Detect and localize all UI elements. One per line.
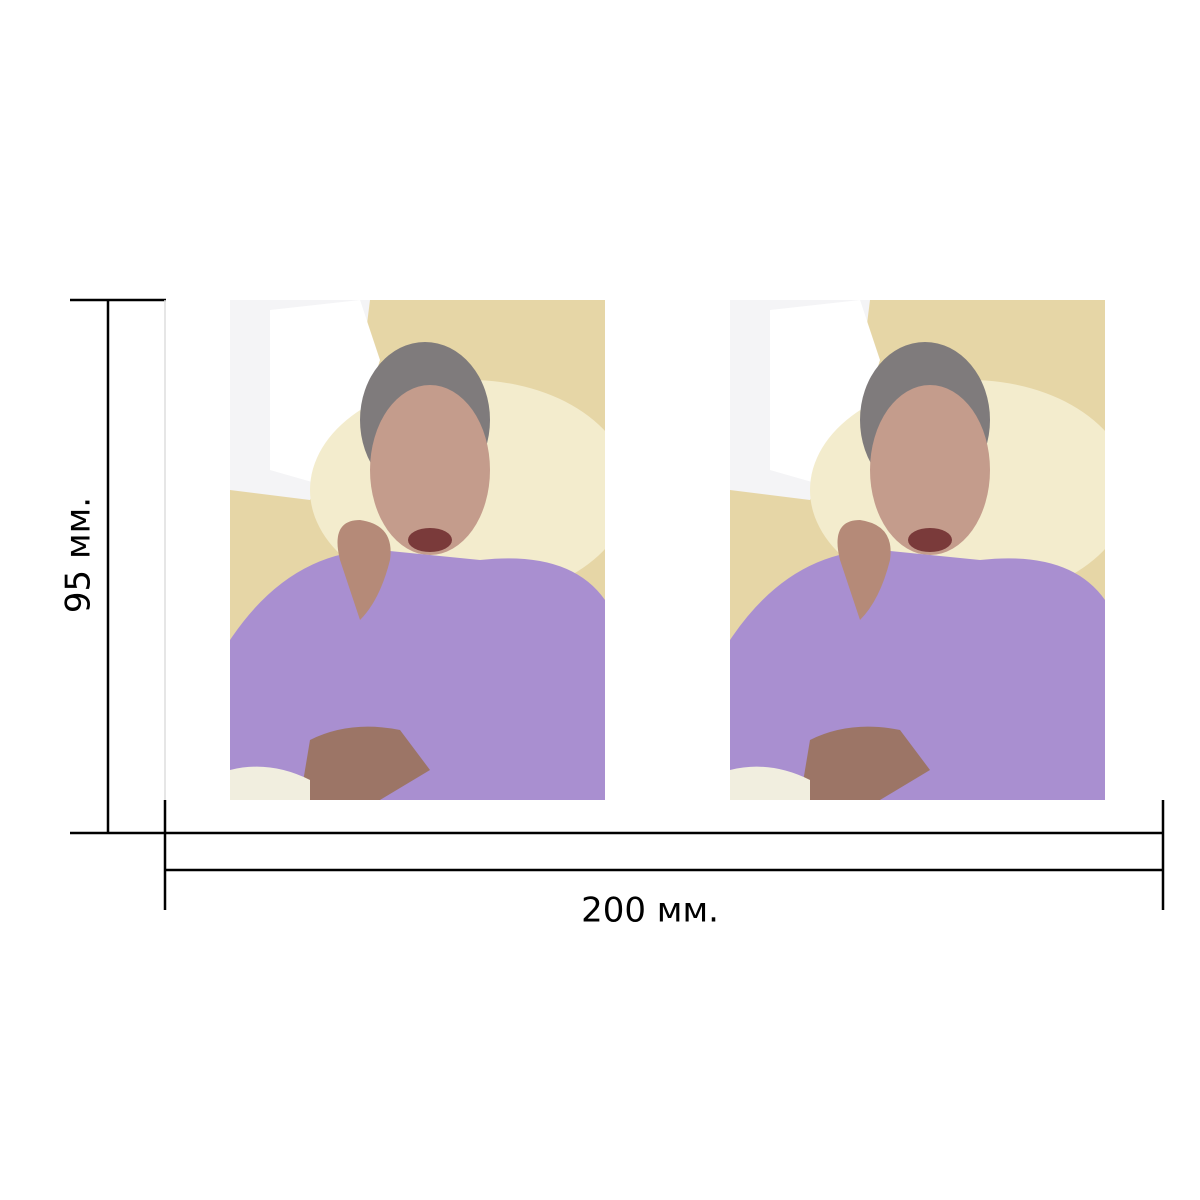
product-photo xyxy=(230,300,630,800)
width-label: 200 мм. xyxy=(581,891,719,931)
width-dimension xyxy=(163,800,1165,910)
product-photo xyxy=(730,300,1130,800)
height-dimension xyxy=(70,298,166,835)
height-label: 95 мм. xyxy=(59,497,99,613)
